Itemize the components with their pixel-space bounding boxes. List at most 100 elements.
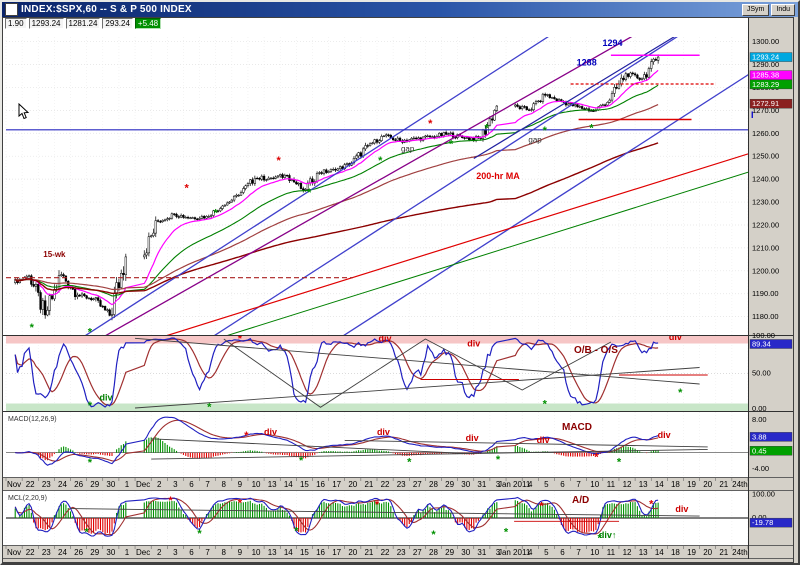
svg-text:*: * <box>539 500 544 512</box>
svg-text:1283.29: 1283.29 <box>752 80 779 89</box>
svg-text:div: div <box>675 504 688 514</box>
indu-button[interactable]: Indu <box>771 3 795 16</box>
svg-text:4: 4 <box>528 548 533 557</box>
svg-text:1: 1 <box>125 548 130 557</box>
svg-text:2: 2 <box>157 480 162 489</box>
svg-text:7: 7 <box>576 480 581 489</box>
svg-text:1200.00: 1200.00 <box>752 266 779 275</box>
svg-text:15-wk: 15-wk <box>43 250 66 259</box>
svg-text:div: div <box>466 433 479 443</box>
title-bar[interactable]: INDEX:$SPX,60 -- S & P 500 INDEX JSym In… <box>2 2 798 17</box>
svg-text:*: * <box>597 533 602 545</box>
svg-text:*: * <box>168 495 173 507</box>
svg-text:1293.24: 1293.24 <box>752 53 779 62</box>
svg-text:*: * <box>214 208 219 220</box>
svg-text:*: * <box>431 529 436 541</box>
svg-text:0.00: 0.00 <box>752 513 767 522</box>
svg-text:div: div <box>669 332 682 342</box>
svg-text:div: div <box>379 333 392 343</box>
svg-text:24: 24 <box>58 480 67 489</box>
quote-change-badge: +5.48 <box>134 18 162 29</box>
svg-text:21: 21 <box>364 548 373 557</box>
svg-text:3: 3 <box>173 480 178 489</box>
svg-text:7: 7 <box>576 548 581 557</box>
svg-text:14: 14 <box>655 480 664 489</box>
svg-text:15: 15 <box>300 548 309 557</box>
svg-text:A/D: A/D <box>572 495 589 506</box>
svg-text:24th: 24th <box>732 480 748 489</box>
quote-value-4: 293.24 <box>102 18 133 29</box>
macd-panel <box>6 416 748 466</box>
svg-text:8.00: 8.00 <box>752 415 767 424</box>
svg-text:13: 13 <box>639 480 648 489</box>
svg-text:3: 3 <box>496 548 501 557</box>
svg-text:28: 28 <box>429 480 438 489</box>
svg-text:22: 22 <box>26 480 35 489</box>
svg-text:0.45: 0.45 <box>752 446 767 455</box>
svg-text:3: 3 <box>173 548 178 557</box>
svg-text:31: 31 <box>477 548 486 557</box>
svg-text:2: 2 <box>157 548 162 557</box>
svg-text:1288: 1288 <box>577 58 597 68</box>
svg-text:18: 18 <box>671 548 680 557</box>
svg-text:13: 13 <box>639 548 648 557</box>
svg-text:*: * <box>378 155 383 167</box>
svg-text:1260.00: 1260.00 <box>752 129 779 138</box>
svg-text:1: 1 <box>125 480 130 489</box>
svg-text:8: 8 <box>222 480 227 489</box>
svg-text:MACD: MACD <box>562 422 592 433</box>
svg-text:27: 27 <box>413 480 422 489</box>
svg-text:23: 23 <box>397 548 406 557</box>
svg-text:20: 20 <box>348 548 357 557</box>
svg-text:*: * <box>85 527 90 539</box>
svg-text:19: 19 <box>687 548 696 557</box>
svg-text:11: 11 <box>607 480 616 489</box>
svg-text:O/B - O/S: O/B - O/S <box>574 345 618 356</box>
svg-text:19: 19 <box>687 480 696 489</box>
svg-text:6: 6 <box>189 548 194 557</box>
svg-text:17: 17 <box>332 548 341 557</box>
quote-value-1: 1.90 <box>5 18 27 29</box>
svg-text:1190.00: 1190.00 <box>752 289 779 298</box>
svg-text:21: 21 <box>719 480 728 489</box>
svg-text:1285.38: 1285.38 <box>752 71 779 80</box>
svg-text:20: 20 <box>348 480 357 489</box>
svg-text:23: 23 <box>397 480 406 489</box>
macd-overlays: div div div div div * * * * * * * <box>88 427 708 469</box>
svg-text:22: 22 <box>381 480 390 489</box>
svg-text:10: 10 <box>590 548 599 557</box>
svg-text:*: * <box>299 455 304 467</box>
candles <box>14 54 660 321</box>
svg-text:*: * <box>88 457 93 469</box>
chart-area[interactable]: 15-wk gap gap 200-hr MA 1294 1288 * * * * * * * * * * * *… <box>2 17 798 563</box>
jsym-button[interactable]: JSym <box>741 3 770 16</box>
svg-text:50.00: 50.00 <box>752 369 771 378</box>
svg-text:10: 10 <box>252 548 261 557</box>
svg-text:*: * <box>307 187 312 199</box>
svg-text:div: div <box>467 339 480 349</box>
svg-text:28: 28 <box>429 548 438 557</box>
svg-text:6: 6 <box>560 480 565 489</box>
svg-text:7: 7 <box>205 480 210 489</box>
svg-text:1240.00: 1240.00 <box>752 175 779 184</box>
svg-text:200-hr MA: 200-hr MA <box>476 171 520 181</box>
svg-text:29: 29 <box>90 548 99 557</box>
svg-text:*: * <box>428 118 433 130</box>
svg-text:23: 23 <box>42 548 51 557</box>
oscillator-panel <box>14 337 659 408</box>
svg-text:Nov: Nov <box>7 480 21 489</box>
svg-text:*: * <box>238 333 243 345</box>
oscillator-overlays: div div div div * * * * * <box>88 332 708 411</box>
svg-text:10: 10 <box>590 480 599 489</box>
svg-text:1270.00: 1270.00 <box>752 106 779 115</box>
svg-text:89.34: 89.34 <box>752 339 771 348</box>
quote-bar: 1.90 1293.24 1281.24 293.24 +5.48 <box>5 18 162 29</box>
svg-text:29: 29 <box>445 548 454 557</box>
svg-text:*: * <box>407 456 412 468</box>
quote-value-3: 1281.24 <box>65 18 101 29</box>
annotations: 15-wk gap gap 200-hr MA 1294 1288 * * * * * * * * * * * * <box>30 38 623 339</box>
svg-text:*: * <box>504 527 509 539</box>
svg-text:*: * <box>375 499 380 511</box>
svg-text:*: * <box>185 182 190 194</box>
